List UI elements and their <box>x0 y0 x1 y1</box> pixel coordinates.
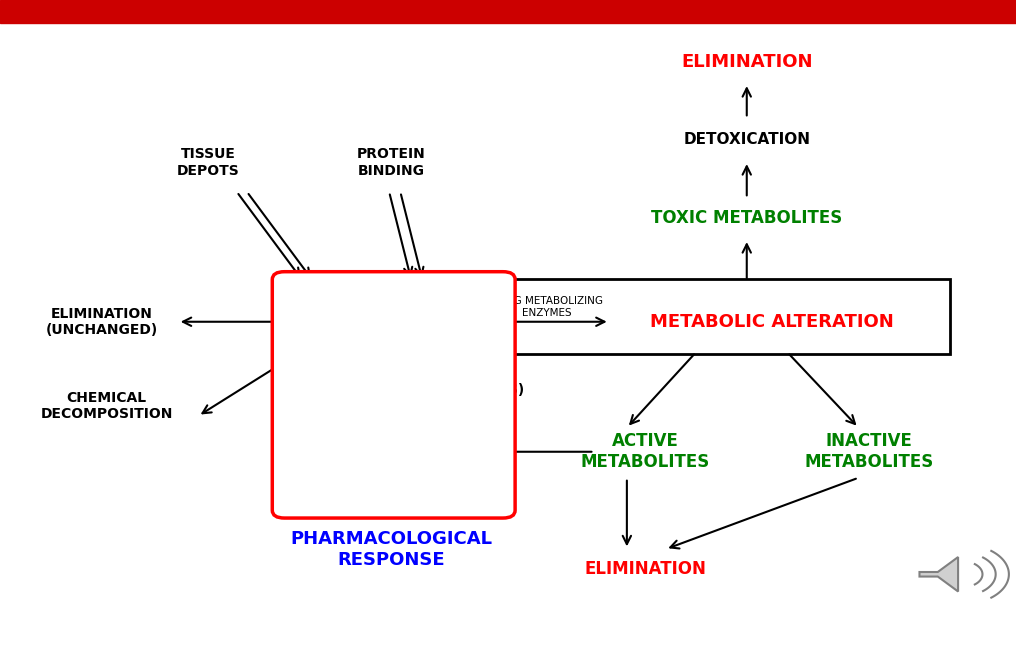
Text: INACTIVE
METABOLITES: INACTIVE METABOLITES <box>804 432 934 471</box>
Text: ELIMINATION: ELIMINATION <box>584 560 706 578</box>
Text: TOXIC METABOLITES: TOXIC METABOLITES <box>651 209 842 227</box>
Text: PHARMACOLOGICAL
RESPONSE: PHARMACOLOGICAL RESPONSE <box>291 530 492 569</box>
Text: METABOLIC ALTERATION: METABOLIC ALTERATION <box>650 313 894 331</box>
Text: ELIMINATION: ELIMINATION <box>681 53 813 71</box>
Text: DETOXICATION: DETOXICATION <box>683 132 811 148</box>
Text: PROTEIN
BINDING: PROTEIN BINDING <box>357 148 426 177</box>
Text: CHEMICAL
DECOMPOSITION: CHEMICAL DECOMPOSITION <box>41 391 173 421</box>
Text: RECEPTOR(S): RECEPTOR(S) <box>420 383 525 397</box>
Text: DRUG: DRUG <box>325 312 396 332</box>
Text: TISSUE
DEPOTS: TISSUE DEPOTS <box>177 148 240 177</box>
Text: ACTIVE
METABOLITES: ACTIVE METABOLITES <box>580 432 710 471</box>
Text: DRUG-RECEPTOR
COMPLEX: DRUG-RECEPTOR COMPLEX <box>306 432 477 471</box>
Polygon shape <box>919 557 958 592</box>
FancyBboxPatch shape <box>284 280 950 354</box>
Text: ELIMINATION
(UNCHANGED): ELIMINATION (UNCHANGED) <box>46 307 157 337</box>
Bar <box>0 0 1016 23</box>
FancyBboxPatch shape <box>272 272 515 518</box>
Text: DRUG METABOLIZING
ENZYMES: DRUG METABOLIZING ENZYMES <box>491 296 602 318</box>
